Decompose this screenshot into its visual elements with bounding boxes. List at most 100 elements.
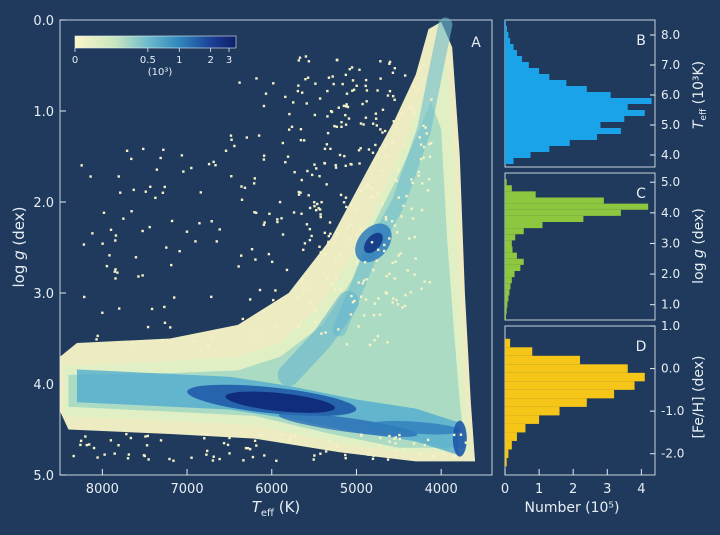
outlier-point: [253, 211, 256, 214]
outlier-point: [276, 218, 279, 221]
outlier-point: [318, 208, 322, 211]
outlier-point: [413, 273, 416, 276]
outlier-point: [159, 439, 163, 442]
outlier-point: [362, 123, 365, 126]
outlier-point: [335, 231, 339, 235]
outlier-point: [190, 166, 193, 170]
outlier-point: [292, 211, 296, 214]
panel-b-ylabel-sub: eff: [699, 108, 709, 121]
histogram-bar: [505, 62, 529, 68]
outlier-point: [210, 295, 213, 299]
outlier-point: [205, 453, 208, 456]
panel-d: -2.0 -1.0 0.0 1.0 D: [504, 319, 684, 476]
histogram-bar: [505, 313, 507, 320]
outlier-point: [222, 441, 226, 445]
outlier-point: [391, 261, 394, 264]
outlier-point: [150, 307, 154, 311]
outlier-point: [159, 156, 162, 160]
outlier-point: [326, 131, 330, 135]
outlier-point: [116, 271, 119, 274]
outlier-point: [334, 166, 338, 169]
outlier-point: [370, 187, 373, 191]
outlier-point: [388, 62, 391, 65]
outlier-point: [299, 191, 302, 194]
outlier-point: [420, 208, 424, 212]
outlier-point: [130, 342, 134, 345]
outlier-point: [384, 215, 388, 219]
outlier-point: [386, 341, 389, 344]
histogram-bar: [505, 398, 587, 407]
outlier-point: [287, 439, 291, 442]
outlier-point: [319, 215, 322, 219]
outlier-point: [203, 437, 206, 440]
outlier-point: [356, 260, 359, 264]
outlier-point: [349, 223, 352, 226]
panel-c-ylabel-post: (dex): [691, 208, 707, 249]
outlier-point: [394, 436, 398, 439]
outlier-point: [362, 279, 366, 282]
y-tick-label: -1.0: [661, 404, 684, 418]
outlier-point: [80, 164, 83, 167]
outlier-point: [315, 167, 318, 170]
outlier-point: [118, 307, 121, 310]
outlier-point: [410, 207, 413, 211]
outlier-point: [240, 185, 243, 188]
outlier-point: [262, 154, 266, 157]
outlier-point: [361, 102, 364, 106]
outlier-point: [398, 437, 402, 441]
outlier-point: [218, 457, 221, 461]
outlier-point: [402, 204, 405, 208]
outlier-point: [357, 281, 360, 284]
histogram-bar: [505, 134, 598, 140]
outlier-point: [228, 452, 231, 455]
outlier-point: [242, 459, 245, 462]
heatmap-scatter: [72, 55, 468, 462]
outlier-point: [276, 325, 279, 328]
outlier-point: [182, 170, 185, 173]
outlier-point: [384, 218, 388, 221]
outlier-point: [426, 189, 430, 192]
xlabel-sub: eff: [261, 508, 275, 519]
outlier-point: [417, 174, 420, 177]
outlier-point: [408, 237, 411, 240]
outlier-point: [262, 223, 266, 227]
outlier-point: [397, 254, 400, 257]
outlier-point: [246, 446, 250, 450]
outlier-point: [419, 157, 423, 161]
outlier-point: [206, 344, 210, 347]
outlier-point: [318, 97, 322, 100]
outlier-point: [185, 230, 189, 233]
outlier-point: [395, 298, 398, 302]
histogram-bar: [505, 415, 540, 424]
outlier-point: [345, 103, 348, 106]
outlier-point: [336, 444, 339, 448]
outlier-point: [209, 335, 212, 339]
outlier-point: [297, 325, 300, 328]
outlier-point: [198, 222, 201, 225]
outlier-point: [395, 179, 398, 182]
outlier-point: [355, 262, 359, 266]
outlier-point: [366, 183, 370, 187]
outlier-point: [299, 138, 303, 142]
outlier-point: [240, 198, 244, 201]
outlier-point: [353, 208, 356, 212]
outlier-point: [206, 449, 209, 453]
histogram-bar: [505, 191, 536, 198]
outlier-point: [297, 193, 301, 196]
outlier-point: [125, 149, 129, 153]
outlier-point: [358, 68, 361, 72]
outlier-point: [212, 455, 215, 458]
outlier-point: [399, 252, 402, 255]
outlier-point: [328, 221, 332, 224]
outlier-point: [459, 433, 463, 436]
outlier-point: [452, 433, 456, 437]
outlier-point: [84, 435, 87, 438]
outlier-point: [368, 343, 372, 347]
outlier-point: [114, 277, 117, 280]
histogram-bar: [505, 56, 523, 62]
histogram-bar: [505, 140, 570, 146]
outlier-point: [344, 73, 348, 77]
outlier-point: [413, 235, 417, 239]
outlier-point: [161, 338, 164, 342]
outlier-point: [298, 56, 302, 59]
